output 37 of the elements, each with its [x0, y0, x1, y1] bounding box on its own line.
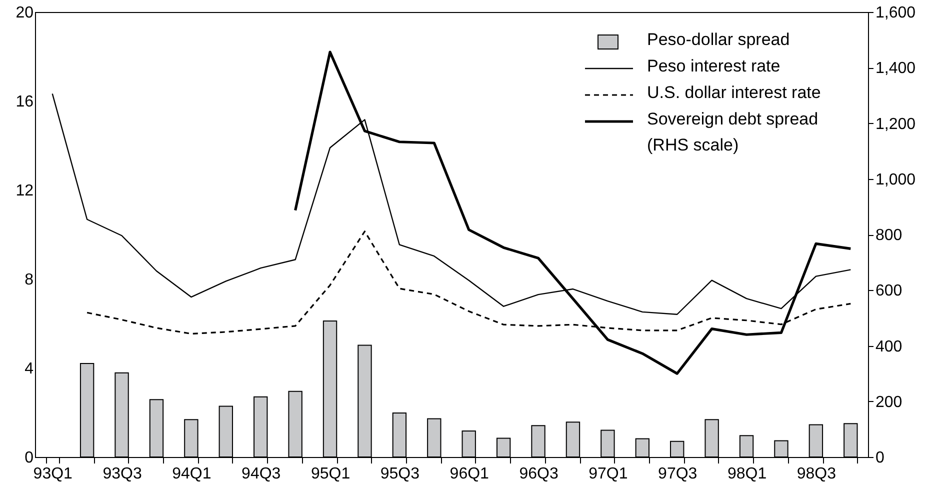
y-tick-label: 0: [24, 450, 34, 466]
y2-tick-label: 1,400: [876, 60, 916, 78]
y2-tick-label: 0: [876, 450, 884, 466]
x-tick-label: 96Q1: [450, 466, 490, 482]
x-tick-label: 93Q1: [33, 466, 73, 482]
x-tick-label: 94Q3: [242, 466, 281, 482]
x-tick-label: 98Q1: [727, 466, 767, 482]
x-tick-label: 93Q3: [102, 466, 142, 482]
y-tick-label: 4: [24, 360, 34, 378]
y2-tick-label: 1,200: [876, 116, 916, 133]
bar: [808, 424, 824, 458]
y-tick-label: 8: [24, 272, 34, 288]
y2-tick-label: 1,000: [876, 171, 916, 188]
y2-tick-label: 400: [876, 338, 902, 356]
legend-label: U.S. dollar interest rate: [647, 83, 821, 102]
x-tick-label: 94Q1: [172, 466, 212, 482]
x-tick-label: 97Q1: [588, 466, 628, 482]
y2-tick-label: 600: [876, 282, 902, 300]
bar: [427, 418, 442, 458]
y2-tick-label: 1,600: [876, 4, 916, 22]
legend-label: Peso interest rate: [647, 56, 780, 76]
y-tick-label: 12: [16, 182, 34, 200]
bar: [566, 422, 580, 458]
x-tick-label: 97Q3: [658, 466, 698, 482]
x-tick-label: 95Q1: [310, 466, 350, 482]
bar: [80, 363, 94, 458]
x-tick-label: 96Q3: [519, 466, 558, 482]
x-tick-label: 95Q3: [380, 466, 420, 482]
y2-tick-label: 200: [876, 394, 902, 411]
bar: [322, 320, 338, 458]
y-tick-label: 16: [16, 94, 34, 110]
y2-tick-label: 800: [876, 227, 902, 244]
legend-label: Sovereign debt spread (RHS scale): [647, 110, 818, 154]
legend-label: Peso-dollar spread: [647, 30, 790, 49]
x-tick-label: 98Q3: [796, 466, 836, 482]
y-tick-label: 20: [16, 4, 34, 22]
bar: [670, 440, 684, 458]
